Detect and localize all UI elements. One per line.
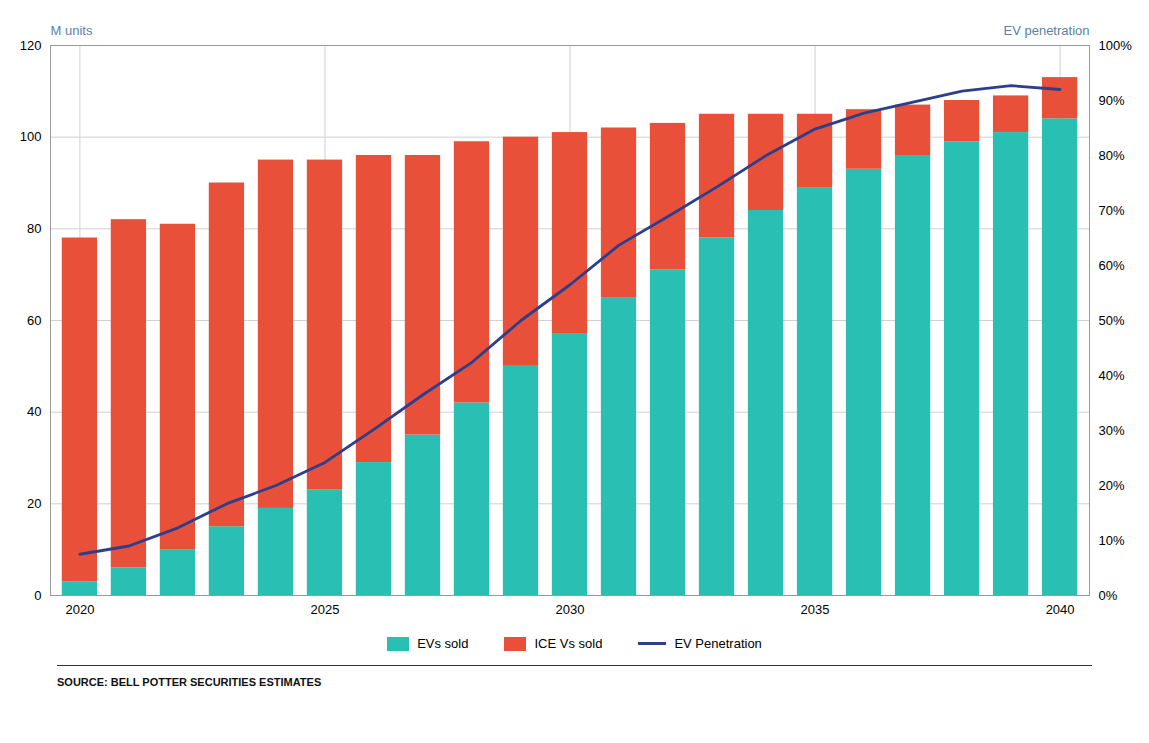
svg-text:50%: 50%: [1099, 313, 1125, 328]
svg-text:80: 80: [27, 221, 41, 236]
svg-text:0: 0: [34, 588, 41, 603]
svg-text:2040: 2040: [1046, 602, 1075, 617]
html-text:EV Penetration: EV Penetration: [674, 636, 762, 651]
svg-text:2025: 2025: [310, 602, 339, 617]
svg-text:2020: 2020: [65, 602, 94, 617]
svg-text:20: 20: [27, 496, 41, 511]
svg-text:40: 40: [27, 404, 41, 419]
svg-text:60%: 60%: [1099, 258, 1125, 273]
html-text:SOURCE: BELL POTTER SECURITIES: SOURCE: BELL POTTER SECURITIES ESTIMATES: [57, 676, 322, 688]
svg-text:30%: 30%: [1099, 423, 1125, 438]
svg-text:120: 120: [20, 38, 42, 53]
svg-text:M units: M units: [51, 23, 93, 38]
svg-text:100%: 100%: [1099, 38, 1133, 53]
svg-text:100: 100: [20, 129, 42, 144]
svg-text:80%: 80%: [1099, 148, 1125, 163]
svg-text:2035: 2035: [801, 602, 830, 617]
svg-text:60: 60: [27, 313, 41, 328]
html-text:EVs sold: EVs sold: [417, 636, 469, 651]
svg-text:70%: 70%: [1099, 203, 1125, 218]
svg-text:2030: 2030: [556, 602, 585, 617]
svg-text:10%: 10%: [1099, 533, 1125, 548]
svg-text:40%: 40%: [1099, 368, 1125, 383]
svg-text:20%: 20%: [1099, 478, 1125, 493]
svg-text:90%: 90%: [1099, 93, 1125, 108]
svg-text:0%: 0%: [1099, 588, 1118, 603]
svg-text:EV penetration: EV penetration: [1003, 23, 1089, 38]
html-text:ICE Vs sold: ICE Vs sold: [534, 636, 603, 651]
